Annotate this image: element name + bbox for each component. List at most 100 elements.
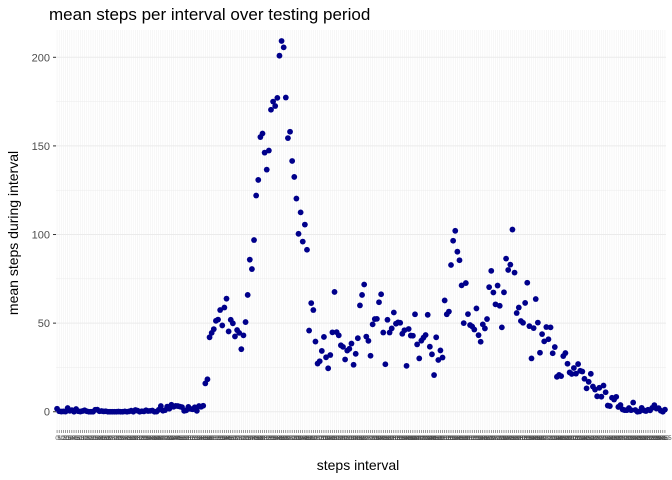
data-point [312, 338, 319, 345]
x-tick-label: 10 [58, 436, 65, 442]
x-tick-label: 335 [143, 436, 154, 442]
data-point [547, 324, 554, 331]
x-tick-label: 350 [149, 436, 160, 442]
x-tick-label: 1755 [506, 436, 520, 442]
data-point [376, 299, 382, 306]
data-point [200, 402, 207, 409]
x-tick-label: 2050 [580, 436, 594, 442]
x-tick-label: 1550 [453, 436, 467, 442]
data-point [452, 227, 459, 234]
x-tick-label: 1330 [394, 436, 408, 442]
x-tick-label: 2055 [582, 436, 596, 442]
x-tick-label: 510 [183, 436, 194, 442]
data-point [323, 354, 329, 361]
data-point [369, 321, 376, 328]
x-tick-label: 1345 [400, 436, 414, 442]
y-axis-title: mean steps during interval [5, 151, 21, 315]
data-point [204, 376, 211, 383]
x-tick-label: 1125 [341, 436, 355, 442]
x-tick-label: 45 [73, 436, 80, 442]
x-tick-label: 1415 [413, 436, 427, 442]
x-tick-label: 435 [169, 436, 180, 442]
x-tick-label: 1710 [487, 436, 501, 442]
x-tick-label: 930 [294, 436, 305, 442]
x-tick-label: 1935 [548, 436, 562, 442]
data-point [456, 257, 463, 264]
x-tick-label: 1635 [472, 436, 486, 442]
data-point [596, 384, 603, 391]
x-tick-label: 700 [230, 436, 241, 442]
x-tick-label: 2200 [610, 436, 624, 442]
x-tick-label: 215 [109, 436, 120, 442]
data-point [270, 98, 277, 105]
data-point [545, 336, 552, 343]
x-tick-label: 1055 [328, 436, 342, 442]
x-tick-label: 30 [66, 436, 73, 442]
data-point [221, 304, 228, 311]
data-point [223, 295, 230, 302]
x-tick-label: 645 [224, 436, 235, 442]
data-point [265, 147, 272, 154]
x-tick-label: 425 [164, 436, 175, 442]
data-point [583, 385, 590, 392]
x-tick-label: 1000 [305, 436, 319, 442]
data-point [365, 337, 372, 344]
x-tick-label: 1745 [502, 436, 516, 442]
x-tick-label: 1150 [351, 436, 365, 442]
data-point [575, 361, 582, 367]
x-tick-label: 305 [130, 436, 141, 442]
x-tick-label: 105 [80, 436, 91, 442]
x-tick-label: 940 [298, 436, 309, 442]
x-tick-label: 1835 [523, 436, 537, 442]
x-tick-label: 315 [135, 436, 146, 442]
data-point [482, 325, 488, 332]
data-point [354, 335, 361, 342]
data-point [494, 282, 501, 289]
data-point [416, 355, 423, 362]
x-tick-label: 205 [105, 436, 116, 442]
x-tick-label: 1040 [321, 436, 335, 442]
x-tick-label: 1545 [451, 436, 465, 442]
data-point [496, 302, 503, 309]
x-tick-label: 2000 [559, 436, 573, 442]
x-tick-label: 1535 [446, 436, 460, 442]
data-point [579, 368, 586, 375]
x-tick-label: 1955 [557, 436, 571, 442]
x-tick-label: 420 [162, 436, 173, 442]
x-tick-label: 1500 [432, 436, 446, 442]
x-tick-label: 745 [249, 436, 260, 442]
data-point [219, 322, 226, 329]
x-tick-label: 200 [103, 436, 114, 442]
x-tick-label: 855 [279, 436, 290, 442]
data-point [301, 221, 308, 228]
x-tick-label: 955 [304, 436, 315, 442]
x-axis: 0510152025303540455055100105110115120125… [55, 430, 672, 442]
data-point [445, 308, 452, 315]
x-tick-label: 615 [211, 436, 222, 442]
y-tick-label: 100 [32, 230, 50, 242]
x-tick-label: 715 [236, 436, 247, 442]
data-point [505, 267, 512, 273]
y-tick-label: 200 [32, 52, 50, 64]
x-tick-label: 2325 [646, 436, 660, 442]
x-tick-label: 835 [270, 436, 281, 442]
x-tick-label: 1140 [347, 436, 361, 442]
x-tick-label: 640 [221, 436, 232, 442]
y-tick-label: 0 [44, 407, 50, 419]
data-point [236, 329, 243, 336]
data-point [157, 403, 164, 409]
x-tick-label: 310 [133, 436, 144, 442]
data-point [501, 289, 507, 296]
x-tick-label: 730 [243, 436, 254, 442]
x-tick-label: 515 [185, 436, 196, 442]
data-point [551, 344, 558, 350]
x-tick-label: 1805 [510, 436, 524, 442]
x-tick-label: 135 [92, 436, 103, 442]
x-tick-label: 1455 [430, 436, 444, 442]
data-point [352, 350, 359, 357]
data-point [613, 393, 620, 400]
x-tick-label: 0 [55, 436, 59, 442]
data-point [206, 334, 213, 341]
x-tick-label: 1110 [335, 436, 348, 442]
data-point [342, 356, 349, 363]
